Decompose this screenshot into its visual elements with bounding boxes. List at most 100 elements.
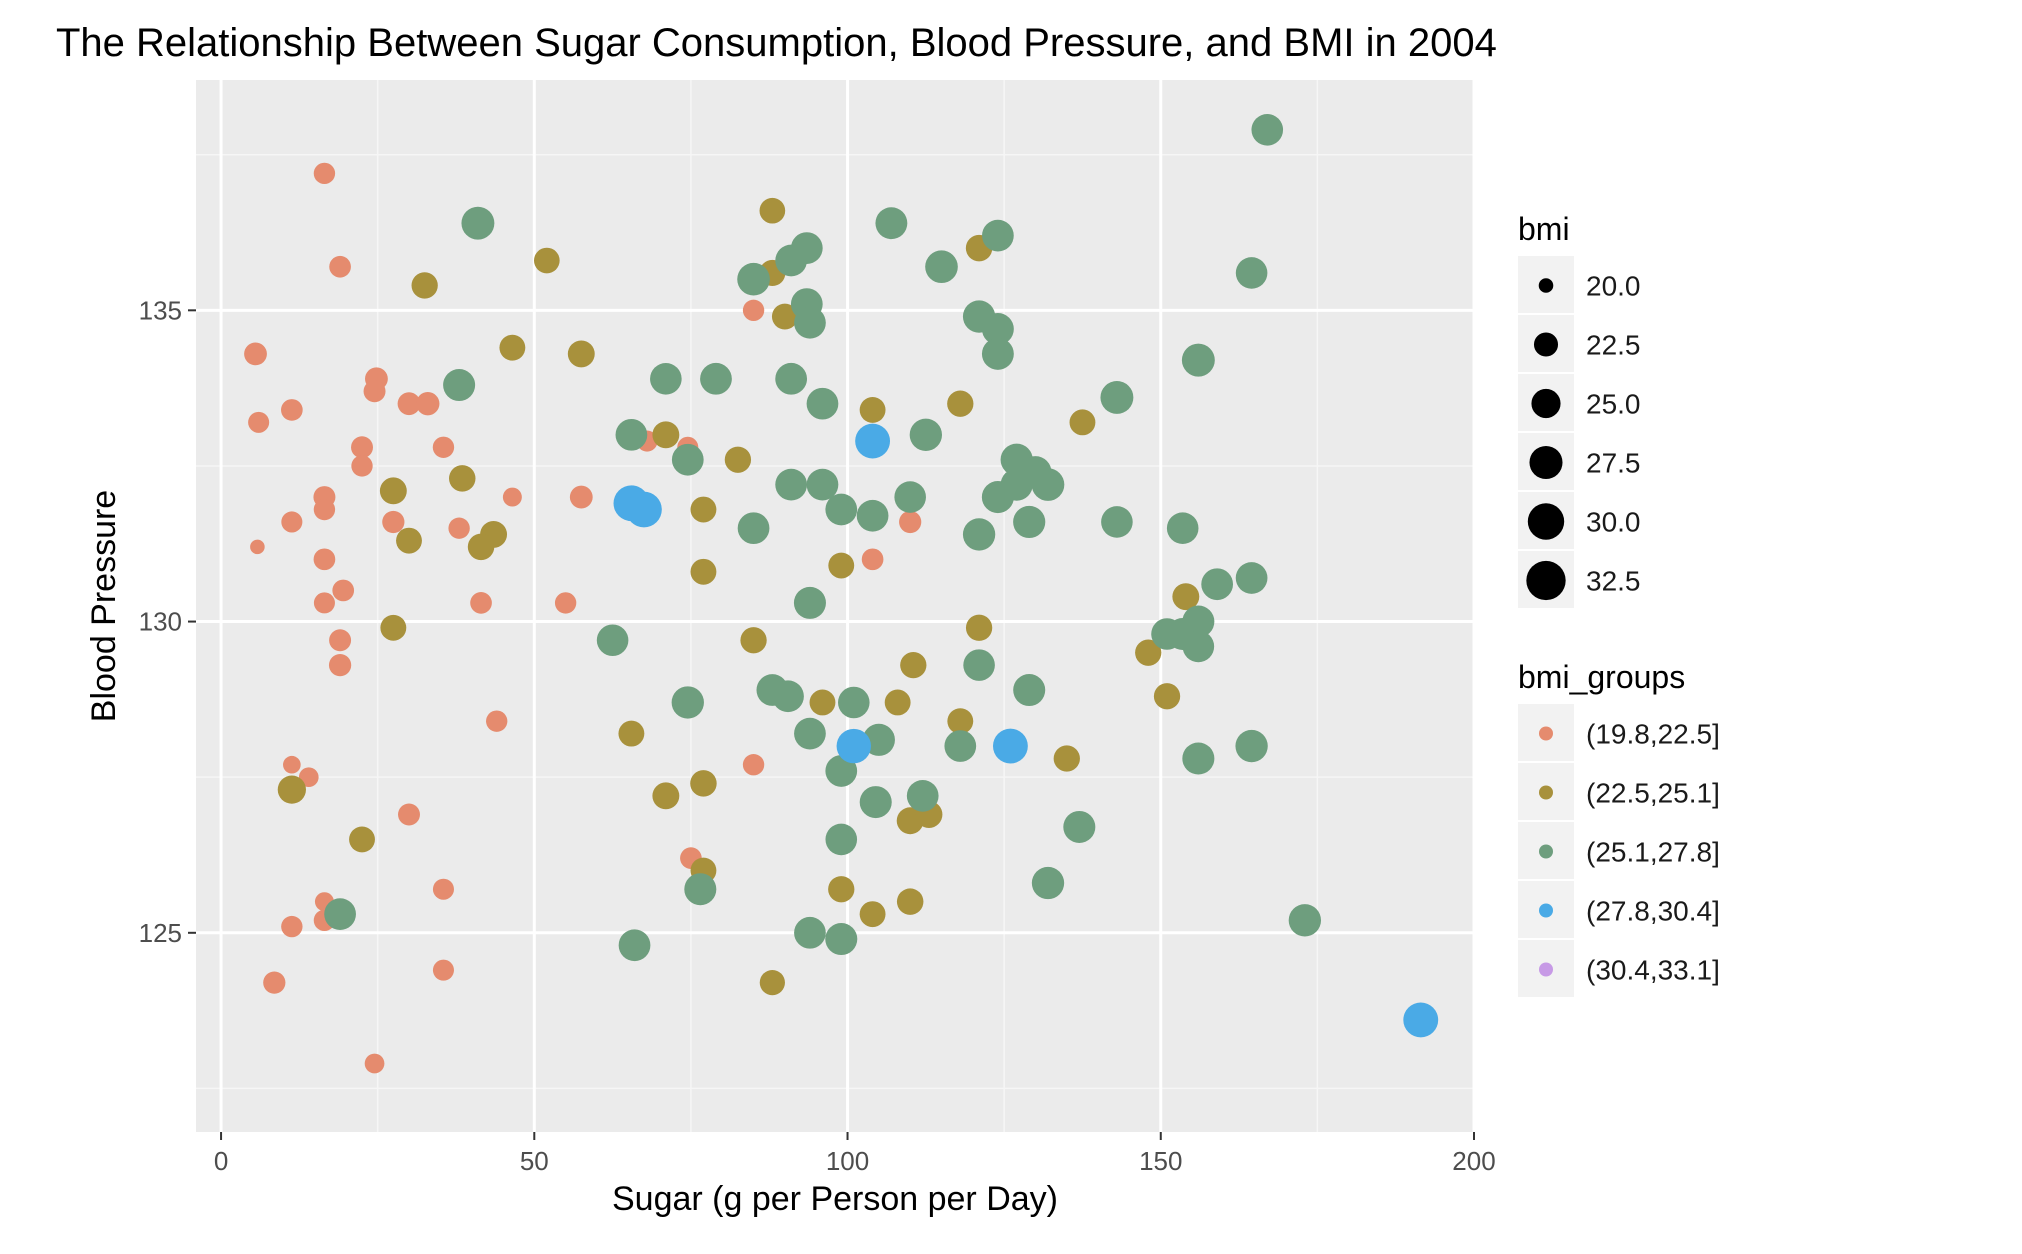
data-point bbox=[1063, 810, 1096, 844]
data-point bbox=[859, 396, 886, 423]
data-point bbox=[443, 368, 476, 402]
data-point bbox=[724, 446, 752, 473]
data-point bbox=[671, 443, 704, 476]
data-point bbox=[806, 387, 839, 420]
data-point bbox=[432, 959, 454, 981]
color-legend-label: (25.1,27.8] bbox=[1586, 837, 1720, 868]
data-point bbox=[283, 755, 301, 774]
y-tick-label: 135 bbox=[139, 295, 182, 325]
data-point bbox=[1031, 468, 1065, 501]
data-point bbox=[759, 969, 785, 996]
data-point bbox=[925, 250, 958, 284]
data-point bbox=[1403, 1002, 1439, 1038]
data-point bbox=[618, 929, 651, 962]
size-legend-dot bbox=[1538, 278, 1554, 293]
data-point bbox=[349, 826, 375, 853]
x-tick-label: 100 bbox=[826, 1146, 869, 1176]
data-point bbox=[737, 262, 770, 296]
data-point bbox=[1101, 506, 1133, 538]
data-point bbox=[298, 767, 319, 788]
data-point bbox=[825, 755, 858, 787]
data-point bbox=[900, 651, 927, 679]
color-legend-label: (27.8,30.4] bbox=[1586, 896, 1720, 927]
data-point bbox=[650, 363, 682, 395]
data-point bbox=[1288, 904, 1322, 937]
data-point bbox=[596, 624, 629, 657]
data-point bbox=[1153, 683, 1181, 710]
data-point bbox=[1235, 562, 1268, 594]
data-point bbox=[1182, 630, 1215, 663]
data-point bbox=[263, 971, 286, 994]
size-legend-dot bbox=[1529, 445, 1563, 480]
data-point bbox=[947, 708, 974, 735]
y-tick-label: 130 bbox=[139, 607, 182, 637]
data-point bbox=[554, 592, 577, 614]
data-point bbox=[1235, 729, 1268, 763]
data-point bbox=[416, 392, 440, 416]
data-point bbox=[411, 272, 438, 299]
data-point bbox=[652, 782, 680, 810]
data-point bbox=[1235, 257, 1268, 289]
data-point bbox=[470, 592, 492, 614]
color-legend-title: bmi_groups bbox=[1518, 659, 1685, 695]
size-legend-label: 25.0 bbox=[1586, 389, 1641, 420]
data-point bbox=[742, 299, 765, 322]
data-point bbox=[838, 686, 870, 719]
data-point bbox=[690, 770, 717, 797]
data-point bbox=[1251, 114, 1284, 146]
color-legend-dot bbox=[1539, 903, 1553, 918]
data-point bbox=[909, 418, 943, 451]
size-legend-label: 20.0 bbox=[1586, 271, 1641, 302]
data-point bbox=[502, 487, 522, 507]
data-point bbox=[432, 878, 454, 900]
data-point bbox=[461, 206, 495, 240]
data-point bbox=[794, 717, 826, 750]
data-point bbox=[1053, 745, 1080, 772]
color-legend-label: (19.8,22.5] bbox=[1586, 719, 1720, 750]
data-point bbox=[313, 498, 336, 521]
data-point bbox=[448, 517, 470, 539]
x-axis-title: Sugar (g per Person per Day) bbox=[612, 1180, 1058, 1218]
data-point bbox=[806, 468, 839, 501]
data-point bbox=[364, 1053, 385, 1074]
plot-panel bbox=[196, 80, 1474, 1132]
data-point bbox=[351, 436, 373, 459]
x-tick-label: 200 bbox=[1452, 1146, 1495, 1176]
data-point bbox=[329, 629, 352, 652]
data-point bbox=[1181, 343, 1215, 377]
data-points bbox=[244, 114, 1439, 1074]
data-point bbox=[1166, 512, 1199, 544]
data-point bbox=[499, 334, 526, 361]
color-legend-label: (30.4,33.1] bbox=[1586, 955, 1720, 986]
data-point bbox=[569, 485, 593, 509]
data-point bbox=[328, 654, 352, 677]
data-point bbox=[899, 510, 922, 534]
data-point bbox=[432, 436, 455, 458]
size-legend-dot bbox=[1527, 503, 1565, 540]
data-point bbox=[875, 207, 908, 240]
data-point bbox=[248, 411, 270, 433]
data-point bbox=[380, 614, 407, 641]
data-point bbox=[982, 219, 1014, 252]
data-point bbox=[398, 803, 420, 826]
data-point bbox=[794, 306, 826, 339]
color-legend-dot bbox=[1539, 962, 1553, 977]
data-point bbox=[671, 686, 704, 719]
x-tick-label: 0 bbox=[214, 1146, 228, 1176]
data-point bbox=[250, 539, 265, 555]
data-point bbox=[981, 337, 1014, 370]
data-point bbox=[567, 340, 595, 368]
data-point bbox=[1201, 568, 1234, 601]
data-point bbox=[737, 512, 770, 545]
x-axis: 0 50 100 150 200 bbox=[214, 1132, 1496, 1176]
data-point bbox=[313, 548, 336, 571]
data-point bbox=[828, 876, 855, 903]
data-point bbox=[947, 390, 974, 417]
color-legend-dot bbox=[1539, 726, 1553, 741]
size-legend-label: 27.5 bbox=[1586, 448, 1641, 479]
y-axis: 125 130 135 bbox=[139, 295, 196, 948]
data-point bbox=[884, 689, 911, 716]
data-point bbox=[894, 481, 926, 513]
size-legend-dot bbox=[1526, 560, 1566, 601]
